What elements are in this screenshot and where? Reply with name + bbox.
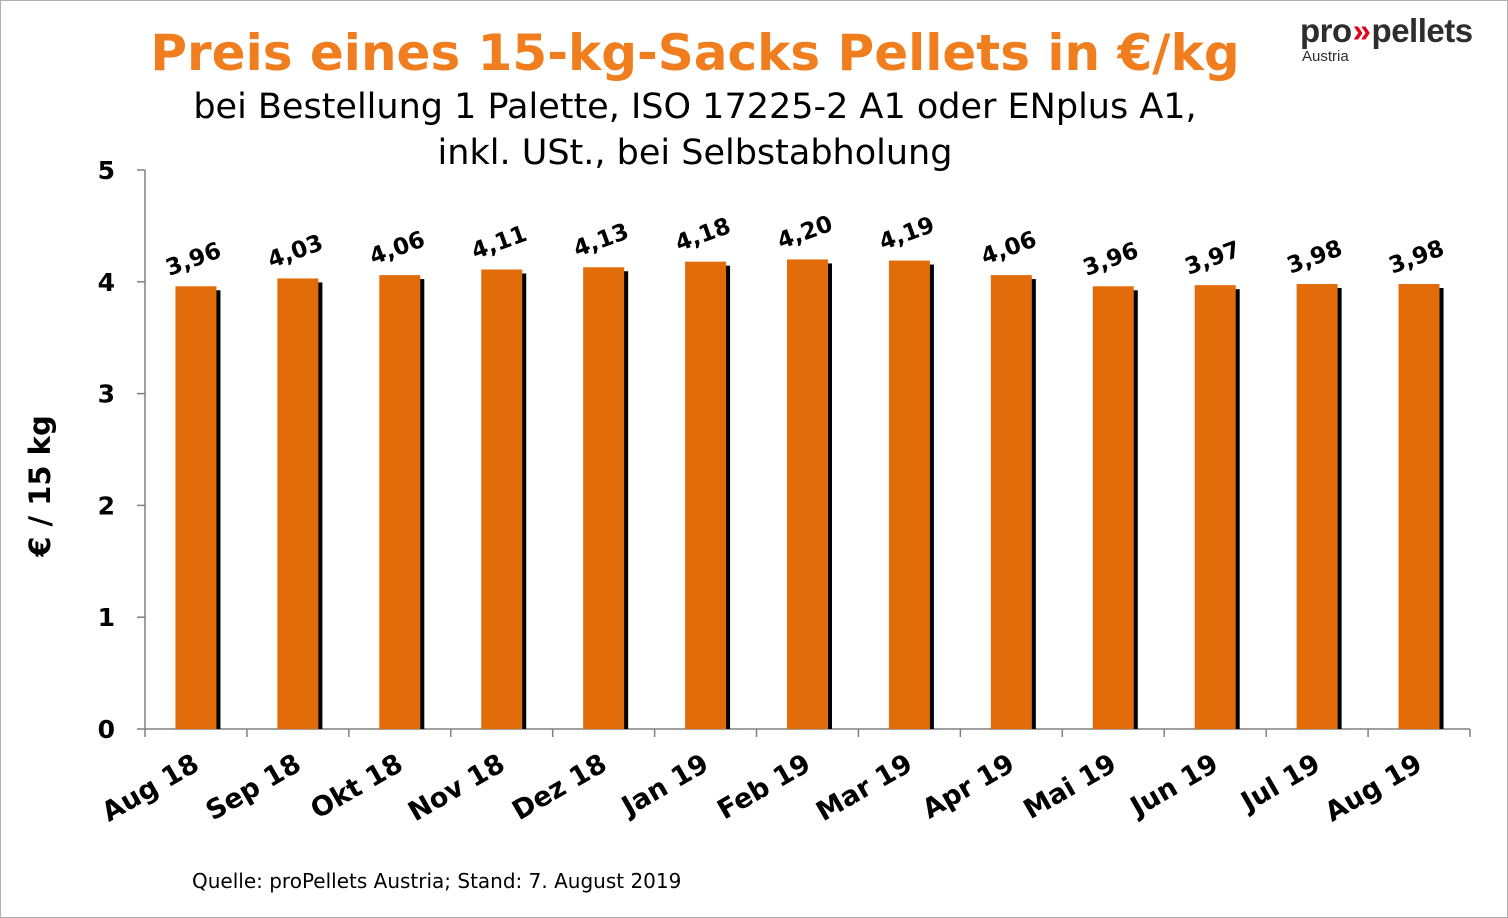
bar: [990, 275, 1032, 729]
x-tick-label: Nov 18: [403, 748, 510, 828]
bar: [1092, 286, 1134, 729]
logo-subtitle: Austria: [1302, 48, 1349, 65]
y-tick-label: 2: [98, 491, 115, 520]
chart-subtitle-line-1: bei Bestellung 1 Palette, ISO 17225-2 A1…: [193, 87, 1197, 127]
x-tick-label: Jul 19: [1234, 748, 1325, 819]
logo-text-pellets: pellets: [1371, 12, 1474, 49]
data-label: 4,18: [672, 213, 734, 257]
data-label: 4,20: [774, 211, 836, 255]
data-label: 3,96: [1080, 238, 1142, 282]
bar: [787, 259, 828, 729]
data-label: 3,98: [1386, 236, 1448, 280]
data-label: 4,13: [570, 219, 632, 263]
logo-wordmark: pro»pellets: [1300, 12, 1505, 50]
x-tick-label: Mar 19: [811, 748, 918, 828]
data-label: 4,06: [366, 227, 428, 271]
bar: [1296, 284, 1338, 729]
logo-chevrons: »: [1352, 12, 1371, 49]
data-label: 4,06: [978, 227, 1040, 271]
data-label: 3,96: [162, 238, 224, 282]
data-label: 4,19: [876, 212, 938, 256]
x-tick-label: Aug 18: [97, 748, 205, 828]
y-tick-label: 1: [98, 603, 115, 632]
logo-text-pro: pro: [1300, 12, 1352, 49]
data-label: 3,97: [1182, 237, 1244, 281]
chart-title: Preis eines 15-kg-Sacks Pellets in €/kg: [150, 24, 1240, 82]
bar: [277, 278, 319, 729]
data-label: 4,11: [468, 221, 530, 265]
bar: [583, 267, 625, 729]
x-tick-label: Jun 19: [1124, 748, 1224, 824]
x-tick-label: Feb 19: [712, 748, 816, 826]
bar: [888, 260, 930, 729]
x-tick-label: Dez 18: [507, 748, 612, 827]
data-label: 4,03: [264, 230, 326, 274]
chart-subtitle-line-2: inkl. USt., bei Selbstabholung: [437, 133, 953, 173]
x-tick-label: Mai 19: [1019, 748, 1122, 826]
data-label: 3,98: [1284, 236, 1346, 280]
bar: [481, 269, 523, 729]
y-tick-label: 0: [98, 715, 115, 744]
y-tick-label: 4: [98, 268, 115, 297]
bar: [1398, 284, 1440, 729]
propellets-logo: pro»pellets Austria: [1300, 12, 1505, 65]
bar: [1194, 285, 1236, 729]
bar: [685, 261, 727, 729]
x-tick-label: Sep 18: [201, 748, 307, 827]
bar: [379, 275, 421, 729]
y-tick-label: 5: [98, 156, 115, 185]
x-tick-label: Jan 19: [615, 748, 714, 823]
x-tick-label: Apr 19: [917, 748, 1020, 825]
x-tick-label: Aug 19: [1320, 748, 1428, 828]
bar: [175, 286, 217, 729]
x-tick-label: Okt 18: [306, 748, 409, 825]
source-note: Quelle: proPellets Austria; Stand: 7. Au…: [192, 869, 682, 893]
y-tick-label: 3: [98, 380, 115, 409]
